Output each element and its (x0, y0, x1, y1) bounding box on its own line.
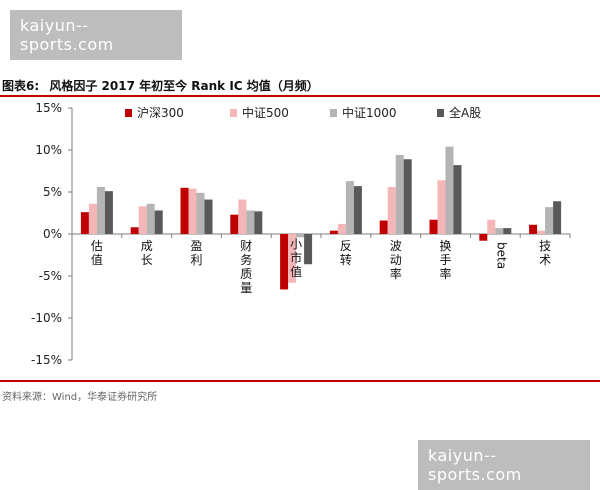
bar-中证500-估值 (88, 203, 97, 234)
bar-中证1000-技术 (545, 207, 554, 234)
bar-chart: 15% 10% 5% 0% -5% -10% -15% 沪深300 中证500 中证1000 全A… (31, 101, 571, 367)
bar-沪深300-换手率 (429, 219, 438, 234)
bar-中证500-盈利 (188, 188, 197, 234)
bar-中证500-换手率 (437, 180, 446, 234)
y-tick-label: -15% (31, 353, 62, 367)
bar-全A股-成长 (154, 210, 163, 234)
bar-沪深300-估值 (80, 212, 89, 234)
legend-swatch (125, 109, 132, 117)
bar-中证1000-beta (495, 228, 504, 234)
bar-全A股-估值 (104, 191, 113, 234)
bar-中证1000-反转 (345, 181, 354, 234)
legend-swatch (437, 109, 444, 117)
legend-label: 沪深300 (137, 106, 184, 120)
bar-全A股-beta (503, 228, 512, 234)
bar-沪深300-beta (479, 234, 488, 241)
x-tick-label: 盈利 (190, 239, 202, 267)
legend-swatch (330, 109, 337, 117)
x-tick-label: beta (494, 242, 508, 269)
bar-全A股-反转 (353, 186, 362, 234)
x-tick-label: 估值 (91, 239, 103, 267)
legend-swatch (230, 109, 237, 117)
category-labels: 估值 成长 盈利 财务质量 小市值 反转 波动率 换手率 beta 技术 (91, 237, 551, 295)
bar-中证1000-小市值 (296, 234, 305, 238)
y-tick-label: 10% (35, 143, 62, 157)
bar-中证500-波动率 (387, 186, 396, 234)
watermark-bottom: kaiyun--sports.com (418, 440, 590, 490)
bar-全A股-盈利 (204, 199, 213, 234)
x-tick-label: 波动率 (390, 239, 402, 281)
y-tick-label: 0% (43, 227, 62, 241)
x-tick-label: 财务质量 (240, 239, 252, 295)
source-note: 资料来源：Wind，华泰证券研究所 (2, 392, 158, 403)
bar-中证500-反转 (337, 223, 346, 234)
x-tick-label: 成长 (141, 239, 153, 267)
bar-全A股-小市值 (304, 234, 313, 265)
bar-沪深300-财务质量 (230, 214, 239, 234)
bar-全A股-技术 (553, 201, 562, 234)
x-tick-label: 反转 (340, 239, 352, 267)
bar-中证1000-财务质量 (246, 210, 255, 234)
bar-全A股-财务质量 (254, 211, 263, 234)
watermark-top: kaiyun--sports.com (10, 10, 182, 60)
y-tick-label: 5% (43, 185, 62, 199)
bar-中证500-小市值 (288, 234, 297, 283)
bar-沪深300-反转 (329, 230, 338, 234)
legend-label: 全A股 (449, 105, 481, 120)
x-tick-label: 小市值 (290, 237, 302, 279)
bottom-divider (0, 380, 600, 382)
bar-中证1000-估值 (96, 186, 105, 234)
figure-title: 风格因子 2017 年初至今 Rank IC 均值（月频） (49, 79, 319, 93)
bar-中证500-beta (487, 219, 496, 234)
bar-中证1000-波动率 (395, 155, 404, 234)
bar-中证500-成长 (138, 206, 147, 234)
bar-全A股-波动率 (403, 159, 412, 234)
bar-沪深300-技术 (529, 224, 538, 234)
legend-label: 中证1000 (342, 105, 397, 120)
bar-沪深300-成长 (130, 227, 139, 234)
bar-沪深300-盈利 (180, 187, 189, 234)
legend: 沪深300 中证500 中证1000 全A股 (125, 105, 481, 120)
x-tick-label: 技术 (539, 239, 551, 267)
y-tick-label: -10% (31, 311, 62, 325)
y-tick-label: 15% (35, 101, 62, 115)
legend-label: 中证500 (242, 105, 289, 120)
bar-中证1000-盈利 (196, 192, 205, 234)
figure-label: 图表6: (2, 79, 40, 93)
title-divider (0, 95, 600, 97)
bar-中证1000-成长 (146, 203, 155, 234)
y-tick-label: -5% (39, 269, 62, 283)
chart-title: 图表6: 风格因子 2017 年初至今 Rank IC 均值（月频） (2, 77, 319, 94)
bar-沪深300-波动率 (379, 220, 388, 234)
x-tick-label: 换手率 (439, 239, 451, 281)
bar-中证500-技术 (537, 230, 546, 234)
bar-全A股-换手率 (453, 165, 462, 234)
bars (80, 146, 562, 290)
bar-中证1000-换手率 (445, 146, 454, 234)
bar-中证500-财务质量 (238, 199, 247, 234)
bar-沪深300-小市值 (280, 234, 289, 290)
